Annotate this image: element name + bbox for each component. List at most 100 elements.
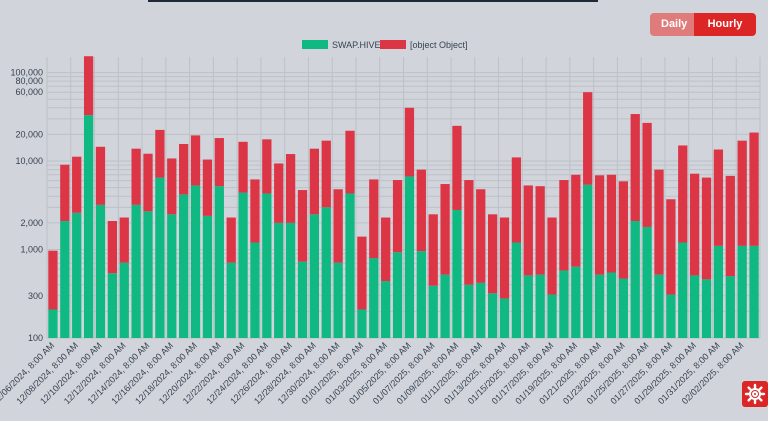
bar-swap-hive (594, 274, 605, 338)
y-tick-label: 20,000 (15, 129, 43, 139)
bar-object-object (535, 186, 545, 275)
bar-swap-hive (701, 279, 712, 338)
bar-object-object (523, 185, 533, 276)
bar-swap-hive (48, 309, 58, 338)
bar-swap-hive (618, 278, 628, 338)
bar-swap-hive (83, 115, 94, 338)
settings-button[interactable] (742, 381, 768, 407)
bar-object-object (666, 199, 676, 295)
bar-object-object (119, 217, 129, 263)
bar-object-object (392, 180, 403, 253)
y-tick-label: 2,000 (20, 218, 43, 228)
bar-swap-hive (440, 274, 450, 338)
bar-object-object (345, 130, 355, 194)
bar-object-object (214, 138, 224, 187)
bar-swap-hive (606, 272, 617, 338)
bar-swap-hive (143, 211, 153, 338)
legend-swatch-swap-hive[interactable] (302, 40, 328, 49)
bar-object-object (583, 92, 593, 185)
bar-swap-hive (642, 226, 652, 338)
gear-icon (744, 383, 766, 405)
bar-object-object (440, 184, 450, 275)
bar-object-object (285, 154, 296, 223)
bar-swap-hive (190, 185, 201, 338)
bar-swap-hive (333, 262, 343, 338)
bar-swap-hive (179, 194, 189, 338)
y-tick-label: 60,000 (15, 87, 43, 97)
bar-swap-hive (381, 281, 391, 338)
y-tick-label: 80,000 (15, 76, 43, 86)
bar-object-object (179, 143, 189, 195)
bar-object-object (725, 175, 735, 277)
bar-object-object (464, 180, 474, 285)
bar-object-object (202, 159, 213, 216)
bar-object-object (321, 140, 331, 208)
bar-swap-hive (511, 242, 522, 338)
bar-swap-hive (285, 222, 296, 338)
bar-swap-hive (297, 261, 308, 338)
bar-swap-hive (345, 193, 355, 338)
bar-swap-hive (749, 245, 759, 338)
bar-swap-hive (357, 309, 367, 338)
bar-swap-hive (476, 282, 486, 338)
bar-object-object (713, 149, 724, 246)
top-divider (148, 0, 598, 2)
legend-label-object-object[interactable]: [object Object] (410, 40, 468, 50)
bar-swap-hive (392, 252, 403, 338)
bar-object-object (642, 122, 652, 227)
bar-object-object (654, 169, 664, 275)
bar-swap-hive (95, 204, 106, 338)
bar-object-object (357, 236, 367, 310)
bar-swap-hive (464, 284, 474, 338)
bar-object-object (190, 135, 201, 186)
bar-object-object (72, 156, 82, 213)
bar-swap-hive (72, 212, 82, 338)
bar-object-object (618, 181, 628, 279)
legend-label-swap-hive[interactable]: SWAP.HIVE (332, 40, 381, 50)
bar-swap-hive (690, 275, 700, 338)
daily-button[interactable]: Daily (650, 13, 694, 36)
bar-object-object (452, 125, 462, 210)
bar-object-object (559, 180, 569, 271)
bar-object-object (381, 217, 391, 282)
bar-swap-hive (226, 262, 236, 338)
bar-swap-hive (535, 274, 545, 338)
bar-object-object (594, 175, 605, 275)
bar-object-object (571, 174, 581, 267)
bar-object-object (487, 214, 498, 294)
bar-object-object (499, 217, 510, 299)
bar-swap-hive (547, 294, 557, 338)
bar-swap-hive (487, 293, 498, 338)
bar-object-object (131, 148, 141, 205)
bar-swap-hive (250, 242, 260, 338)
hourly-button[interactable]: Hourly (694, 13, 756, 36)
bar-object-object (606, 174, 617, 273)
bar-swap-hive (238, 192, 248, 338)
bar-swap-hive (107, 273, 117, 338)
bar-object-object (333, 189, 343, 263)
bar-object-object (428, 214, 438, 286)
bar-object-object (749, 132, 759, 246)
bar-swap-hive (571, 266, 581, 338)
y-axis: 100 300 1,000 2,000 10,000 20,000 60,00080,000… (10, 68, 43, 343)
bar-object-object (143, 153, 153, 212)
legend-swatch-object-object[interactable] (380, 40, 406, 49)
bars (48, 56, 759, 338)
bar-object-object (226, 217, 236, 263)
bar-swap-hive (678, 242, 688, 338)
bar-object-object (167, 158, 177, 215)
legend[interactable]: SWAP.HIVE [object Object] (302, 40, 468, 50)
bar-swap-hive (309, 214, 320, 338)
bar-object-object (404, 107, 415, 177)
bar-object-object (690, 173, 700, 276)
bar-swap-hive (583, 184, 593, 338)
bar-swap-hive (737, 245, 747, 338)
bar-object-object (309, 148, 320, 215)
bar-swap-hive (428, 285, 438, 338)
bar-object-object (297, 190, 308, 262)
grid (46, 57, 761, 339)
bar-object-object (83, 56, 94, 116)
bar-swap-hive (274, 222, 284, 338)
